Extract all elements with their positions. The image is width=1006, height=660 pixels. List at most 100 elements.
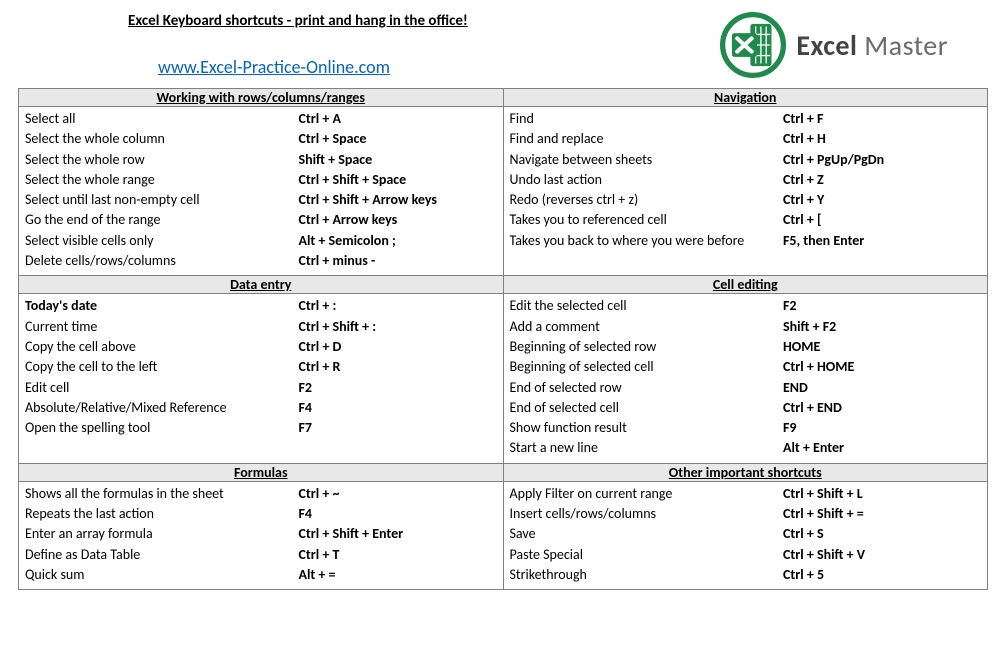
shortcut-desc: Current time (25, 317, 298, 337)
shortcut-desc: Add a comment (510, 317, 783, 337)
shortcut-row: Insert cells/rows/columnsCtrl + Shift + … (504, 504, 988, 524)
shortcut-key: Ctrl + minus - (298, 251, 496, 271)
shortcut-desc: Save (510, 524, 783, 544)
shortcut-key: Ctrl + Shift + Space (298, 170, 496, 190)
shortcut-desc: Today's date (25, 296, 298, 316)
shortcut-row: Start a new lineAlt + Enter (504, 438, 988, 458)
page-title: Excel Keyboard shortcuts - print and han… (128, 12, 720, 30)
shortcut-desc: Delete cells/rows/columns (25, 251, 298, 271)
shortcut-row: FindCtrl + F (504, 109, 988, 129)
shortcut-desc: Edit the selected cell (510, 296, 783, 316)
shortcut-row: Find and replaceCtrl + H (504, 129, 988, 149)
section-header-data-entry: Data entry (19, 276, 504, 294)
shortcut-row: Select the whole rangeCtrl + Shift + Spa… (19, 170, 503, 190)
shortcut-key: Ctrl + H (783, 129, 981, 149)
shortcut-row: Takes you to referenced cellCtrl + [ (504, 210, 988, 230)
section-body-navigation: FindCtrl + FFind and replaceCtrl + HNavi… (504, 107, 988, 255)
shortcut-desc: Show function result (510, 418, 783, 438)
shortcut-desc: Absolute/Relative/Mixed Reference (25, 398, 298, 418)
shortcut-key: Ctrl + Shift + Arrow keys (298, 190, 496, 210)
shortcut-key: Ctrl + [ (783, 210, 981, 230)
shortcut-row: Shows all the formulas in the sheetCtrl … (19, 484, 503, 504)
shortcut-key: Ctrl + Shift + : (298, 317, 496, 337)
shortcut-key: Alt + Semicolon ; (298, 231, 496, 251)
shortcut-desc: Apply Filter on current range (510, 484, 783, 504)
shortcut-row: Current timeCtrl + Shift + : (19, 317, 503, 337)
shortcut-desc: Repeats the last action (25, 504, 298, 524)
section-header-rows-cols: Working with rows/columns/ranges (19, 89, 504, 107)
shortcut-row: StrikethroughCtrl + 5 (504, 565, 988, 585)
shortcut-row: Takes you back to where you were beforeF… (504, 231, 988, 251)
shortcut-desc: Takes you to referenced cell (510, 210, 783, 230)
shortcut-key: HOME (783, 337, 981, 357)
shortcut-row: Go the end of the rangeCtrl + Arrow keys (19, 210, 503, 230)
shortcut-row: Define as Data TableCtrl + T (19, 545, 503, 565)
shortcut-key: Shift + Space (298, 150, 496, 170)
logo-area: Excel Master (720, 12, 988, 78)
shortcut-key: Ctrl + Shift + = (783, 504, 981, 524)
shortcut-key: END (783, 378, 981, 398)
shortcut-row: Copy the cell to the leftCtrl + R (19, 357, 503, 377)
shortcut-key: Ctrl + A (298, 109, 496, 129)
shortcut-key: Ctrl + Y (783, 190, 981, 210)
shortcut-row: Redo (reverses ctrl + z)Ctrl + Y (504, 190, 988, 210)
excel-logo-icon (720, 12, 786, 78)
shortcut-desc: Navigate between sheets (510, 150, 783, 170)
shortcut-row: Select the whole columnCtrl + Space (19, 129, 503, 149)
shortcut-desc: Strikethrough (510, 565, 783, 585)
shortcut-key: F5, then Enter (783, 231, 981, 251)
shortcut-row: Navigate between sheetsCtrl + PgUp/PgDn (504, 150, 988, 170)
shortcut-desc: Select all (25, 109, 298, 129)
shortcut-row: Edit cellF2 (19, 378, 503, 398)
shortcut-row: Undo last actionCtrl + Z (504, 170, 988, 190)
shortcut-row: Absolute/Relative/Mixed ReferenceF4 (19, 398, 503, 418)
shortcut-row: End of selected rowEND (504, 378, 988, 398)
section-body-rows-cols: Select allCtrl + ASelect the whole colum… (19, 107, 503, 275)
shortcut-desc: Define as Data Table (25, 545, 298, 565)
section-body-other: Apply Filter on current rangeCtrl + Shif… (504, 482, 988, 589)
shortcut-desc: Edit cell (25, 378, 298, 398)
shortcut-key: Ctrl + : (298, 296, 496, 316)
shortcut-key: Ctrl + HOME (783, 357, 981, 377)
shortcut-key: Ctrl + F (783, 109, 981, 129)
shortcut-key: F4 (298, 398, 496, 418)
shortcut-desc: Shows all the formulas in the sheet (25, 484, 298, 504)
shortcut-row: Select visible cells onlyAlt + Semicolon… (19, 231, 503, 251)
shortcut-key: Ctrl + PgUp/PgDn (783, 150, 981, 170)
shortcut-key: Shift + F2 (783, 317, 981, 337)
shortcut-row: Quick sumAlt + = (19, 565, 503, 585)
site-link[interactable]: www.Excel-Practice-Online.com (128, 56, 390, 78)
section-body-cell-editing: Edit the selected cellF2Add a commentShi… (504, 294, 988, 462)
shortcut-key: F2 (298, 378, 496, 398)
shortcut-desc: End of selected row (510, 378, 783, 398)
shortcut-desc: Copy the cell above (25, 337, 298, 357)
section-body-formulas: Shows all the formulas in the sheetCtrl … (19, 482, 503, 589)
shortcut-desc: Open the spelling tool (25, 418, 298, 438)
shortcut-key: Ctrl + 5 (783, 565, 981, 585)
shortcut-row: Select allCtrl + A (19, 109, 503, 129)
shortcut-desc: Beginning of selected row (510, 337, 783, 357)
shortcut-key: Ctrl + Shift + L (783, 484, 981, 504)
shortcut-row: Select the whole rowShift + Space (19, 150, 503, 170)
shortcut-key: Ctrl + T (298, 545, 496, 565)
section-header-navigation: Navigation (503, 89, 988, 107)
shortcut-row: Show function resultF9 (504, 418, 988, 438)
shortcut-key: Ctrl + Space (298, 129, 496, 149)
shortcut-key: Alt + = (298, 565, 496, 585)
shortcut-desc: Quick sum (25, 565, 298, 585)
shortcut-desc: Redo (reverses ctrl + z) (510, 190, 783, 210)
logo-text: Excel Master (796, 28, 948, 63)
shortcut-key: Ctrl + Z (783, 170, 981, 190)
shortcut-key: Ctrl + R (298, 357, 496, 377)
shortcut-desc: Select until last non-empty cell (25, 190, 298, 210)
shortcut-table: Working with rows/columns/ranges Navigat… (18, 88, 988, 590)
shortcut-row: Edit the selected cellF2 (504, 296, 988, 316)
shortcut-key: Ctrl + END (783, 398, 981, 418)
section-body-data-entry: Today's dateCtrl + :Current timeCtrl + S… (19, 294, 503, 442)
shortcut-row: Add a commentShift + F2 (504, 317, 988, 337)
shortcut-row: Open the spelling toolF7 (19, 418, 503, 438)
shortcut-row: SaveCtrl + S (504, 524, 988, 544)
shortcut-row: Apply Filter on current rangeCtrl + Shif… (504, 484, 988, 504)
shortcut-desc: Find (510, 109, 783, 129)
shortcut-key: Ctrl + ~ (298, 484, 496, 504)
